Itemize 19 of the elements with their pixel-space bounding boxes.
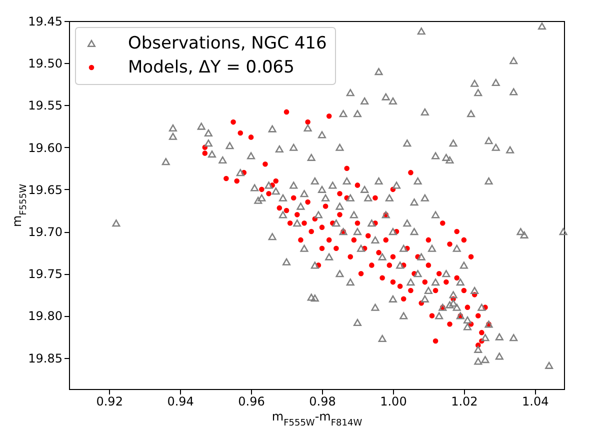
legend-label: Observations, NGC 416 bbox=[128, 34, 327, 54]
x-tick-label: 0.92 bbox=[96, 394, 123, 408]
y-tick-label: 19.70 bbox=[28, 225, 62, 240]
x-tick-label: 1.04 bbox=[522, 394, 549, 408]
x-tick-label: 1.02 bbox=[451, 394, 478, 408]
x-axis-title: m$_{F555W}$-m$_{F814W}$ bbox=[272, 410, 362, 428]
y-tick-label: 19.60 bbox=[28, 140, 62, 155]
y-tick-label: 19.45 bbox=[28, 14, 62, 28]
x-tick-label: 0.94 bbox=[167, 394, 194, 408]
y-tick-label: 19.50 bbox=[28, 56, 62, 71]
legend-label: Models, ΔY = 0.065 bbox=[128, 58, 294, 78]
x-tick-label: 0.96 bbox=[238, 394, 265, 408]
x-tick-label: 1.00 bbox=[380, 394, 407, 408]
x-tick-label: 0.98 bbox=[309, 394, 336, 408]
y-tick-label: 19.80 bbox=[28, 309, 62, 324]
y-tick-label: 19.55 bbox=[28, 98, 62, 113]
y-tick-label: 19.65 bbox=[28, 182, 62, 197]
y-tick-label: 19.85 bbox=[28, 351, 62, 366]
y-tick-label: 19.75 bbox=[28, 267, 62, 282]
